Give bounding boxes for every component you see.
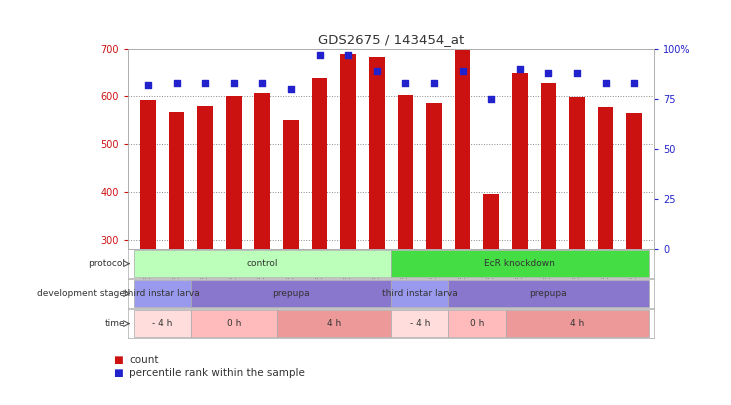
Bar: [455, 50, 471, 249]
Point: [514, 66, 526, 72]
Point: [371, 67, 382, 74]
Point: [457, 67, 469, 74]
Bar: [626, 113, 642, 249]
Point: [485, 96, 497, 102]
Text: ■: ■: [113, 368, 123, 377]
Bar: [540, 83, 556, 249]
Text: 0 h: 0 h: [227, 319, 241, 328]
Bar: [448, 280, 648, 307]
Bar: [197, 106, 213, 249]
Bar: [506, 310, 648, 337]
Bar: [483, 194, 499, 249]
Text: third instar larva: third instar larva: [382, 289, 458, 298]
Bar: [283, 120, 299, 249]
Bar: [191, 280, 391, 307]
Text: - 4 h: - 4 h: [152, 319, 173, 328]
Text: third instar larva: third instar larva: [124, 289, 200, 298]
Bar: [341, 54, 356, 249]
Bar: [226, 96, 242, 249]
Bar: [426, 103, 442, 249]
Bar: [569, 97, 585, 249]
Text: time: time: [105, 319, 125, 328]
Point: [171, 79, 183, 86]
Point: [314, 51, 325, 58]
Text: prepupa: prepupa: [529, 289, 567, 298]
Bar: [391, 280, 448, 307]
Text: 0 h: 0 h: [470, 319, 484, 328]
Title: GDS2675 / 143454_at: GDS2675 / 143454_at: [318, 33, 464, 46]
Point: [342, 51, 354, 58]
Bar: [276, 310, 391, 337]
Bar: [448, 310, 506, 337]
Bar: [391, 310, 448, 337]
Bar: [512, 73, 528, 249]
Text: 4 h: 4 h: [327, 319, 341, 328]
Text: protocol: protocol: [88, 259, 125, 268]
Text: control: control: [246, 259, 278, 268]
Point: [285, 85, 297, 92]
Text: count: count: [129, 356, 159, 365]
Text: 4 h: 4 h: [570, 319, 584, 328]
Point: [142, 81, 154, 88]
Point: [599, 79, 611, 86]
Bar: [391, 250, 648, 277]
Bar: [254, 93, 270, 249]
Text: - 4 h: - 4 h: [409, 319, 430, 328]
Text: ■: ■: [113, 356, 123, 365]
Point: [228, 79, 240, 86]
Point: [400, 79, 412, 86]
Point: [571, 69, 583, 76]
Point: [629, 79, 640, 86]
Text: development stage: development stage: [37, 289, 125, 298]
Bar: [134, 310, 191, 337]
Bar: [134, 280, 191, 307]
Point: [200, 79, 211, 86]
Bar: [398, 96, 413, 249]
Bar: [169, 112, 184, 249]
Bar: [311, 78, 327, 249]
Bar: [140, 100, 156, 249]
Point: [428, 79, 440, 86]
Text: prepupa: prepupa: [272, 289, 310, 298]
Point: [257, 79, 268, 86]
Text: EcR knockdown: EcR knockdown: [485, 259, 556, 268]
Bar: [134, 250, 391, 277]
Bar: [191, 310, 276, 337]
Bar: [598, 107, 613, 249]
Text: percentile rank within the sample: percentile rank within the sample: [129, 368, 306, 377]
Point: [542, 69, 554, 76]
Bar: [369, 57, 385, 249]
